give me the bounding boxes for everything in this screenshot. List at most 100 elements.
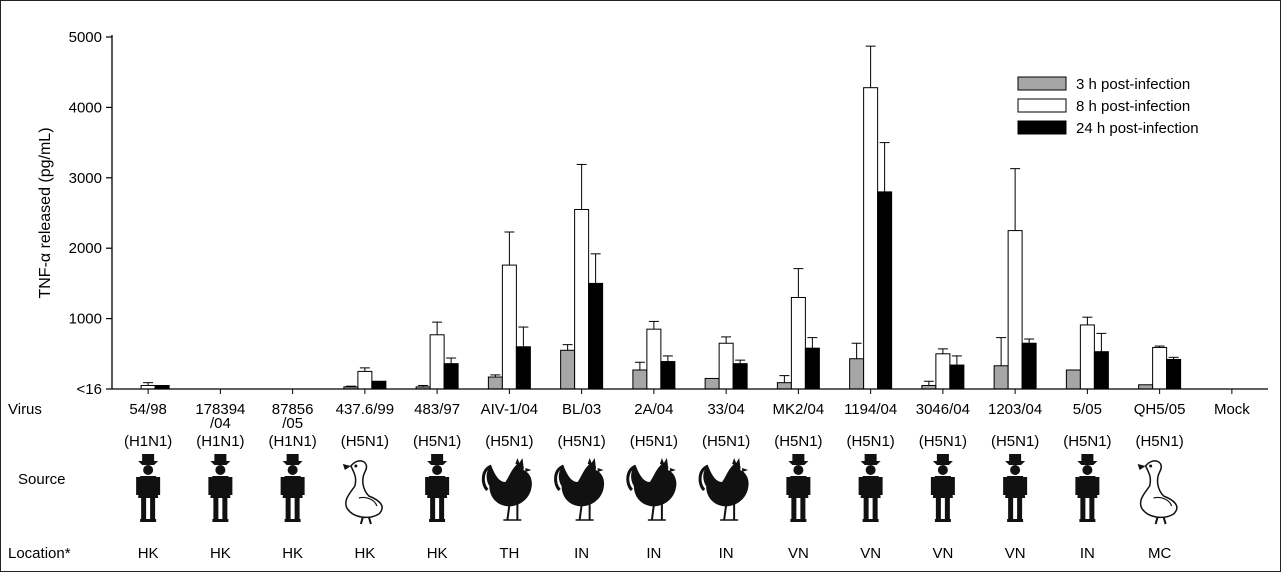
bar-8h	[429, 334, 445, 390]
subtype-label: (H5N1)	[1063, 433, 1111, 450]
location-label: IN	[1080, 545, 1095, 562]
virus-label: 437.6/99	[336, 401, 394, 418]
human-icon	[858, 454, 883, 522]
location-label: HK	[138, 545, 159, 562]
human-icon	[786, 454, 811, 522]
bar-8h	[501, 264, 517, 390]
virus-label: Mock	[1214, 401, 1250, 418]
bar-3h	[993, 365, 1009, 390]
human-icon	[280, 454, 305, 522]
y-tick-label: 5000	[69, 29, 102, 46]
virus-row-label: Virus	[8, 401, 42, 418]
location-label: IN	[719, 545, 734, 562]
bar-3h	[776, 382, 792, 390]
bar-24h	[877, 191, 893, 390]
bar-24h	[949, 364, 965, 390]
duck-icon	[1137, 460, 1178, 525]
virus-label: /04	[210, 415, 231, 432]
bar-8h	[935, 353, 951, 390]
virus-label: QH5/05	[1134, 401, 1186, 418]
bar-24h	[1093, 351, 1109, 390]
bar-3h	[849, 358, 865, 390]
subtype-label: (H1N1)	[268, 433, 316, 450]
location-label: VN	[788, 545, 809, 562]
y-tick-label: 4000	[69, 99, 102, 116]
bar-24h	[588, 282, 604, 390]
bar-24h	[804, 347, 820, 390]
location-label: HK	[427, 545, 448, 562]
y-tick-label: 1000	[69, 311, 102, 328]
bar-24h	[1166, 358, 1182, 390]
bar-8h	[1079, 324, 1095, 390]
bar-8h	[1007, 230, 1023, 390]
legend-swatch	[1017, 98, 1067, 113]
subtype-label: (H5N1)	[846, 433, 894, 450]
bar-8h	[646, 328, 662, 390]
virus-label: 178394	[195, 401, 245, 418]
subtype-label: (H1N1)	[196, 433, 244, 450]
legend-swatch	[1017, 120, 1067, 135]
virus-label: BL/03	[562, 401, 601, 418]
human-icon	[136, 454, 161, 522]
virus-label: 2A/04	[634, 401, 673, 418]
virus-label: MK2/04	[773, 401, 825, 418]
subtype-label: (H5N1)	[1135, 433, 1183, 450]
virus-label: 54/98	[129, 401, 167, 418]
virus-label: 1194/04	[844, 401, 897, 418]
bar-3h	[1065, 369, 1081, 390]
human-icon	[930, 454, 955, 522]
bar-8h	[863, 87, 879, 390]
location-row-label: Location*	[8, 545, 71, 562]
virus-label: /05	[282, 415, 303, 432]
human-icon	[425, 454, 450, 522]
subtype-label: (H5N1)	[557, 433, 605, 450]
bar-24h	[371, 380, 387, 390]
virus-label: 5/05	[1073, 401, 1102, 418]
y-axis-label: TNF-α released (pg/mL)	[37, 127, 54, 298]
chicken-icon	[626, 458, 677, 521]
chicken-icon	[698, 458, 749, 521]
location-label: VN	[1005, 545, 1026, 562]
bar-24h	[660, 361, 676, 390]
subtype-label: (H5N1)	[630, 433, 678, 450]
location-label: VN	[932, 545, 953, 562]
location-label: HK	[282, 545, 303, 562]
location-label: HK	[210, 545, 231, 562]
bar-8h	[357, 370, 373, 390]
subtype-label: (H5N1)	[774, 433, 822, 450]
location-label: MC	[1148, 545, 1171, 562]
virus-label: AIV-1/04	[481, 401, 539, 418]
y-tick-label: 2000	[69, 240, 102, 257]
legend-label: 3 h post-infection	[1076, 76, 1190, 93]
bar-3h	[704, 377, 720, 390]
subtype-label: (H1N1)	[124, 433, 172, 450]
subtype-label: (H5N1)	[485, 433, 533, 450]
location-label: IN	[646, 545, 661, 562]
bar-24h	[443, 363, 459, 390]
virus-label: 33/04	[707, 401, 745, 418]
chicken-icon	[481, 458, 532, 521]
legend-label: 24 h post-infection	[1076, 120, 1199, 137]
bar-8h	[574, 208, 590, 390]
bar-8h	[790, 296, 806, 390]
human-icon	[1075, 454, 1100, 522]
source-row-label: Source	[18, 471, 66, 488]
virus-label: 3046/04	[916, 401, 970, 418]
duck-icon	[342, 460, 383, 525]
y-tick-label: <16	[77, 381, 102, 398]
bar-3h	[632, 369, 648, 390]
chicken-icon	[554, 458, 605, 521]
human-icon	[208, 454, 233, 522]
bar-3h	[487, 376, 503, 390]
subtype-label: (H5N1)	[991, 433, 1039, 450]
human-icon	[1003, 454, 1028, 522]
legend-swatch	[1017, 76, 1067, 91]
bar-8h	[718, 342, 734, 390]
bar-24h	[1021, 342, 1037, 390]
bar-8h	[1152, 346, 1168, 390]
location-label: VN	[860, 545, 881, 562]
y-tick-label: 3000	[69, 170, 102, 187]
virus-label: 1203/04	[988, 401, 1042, 418]
virus-label: 87856	[272, 401, 314, 418]
